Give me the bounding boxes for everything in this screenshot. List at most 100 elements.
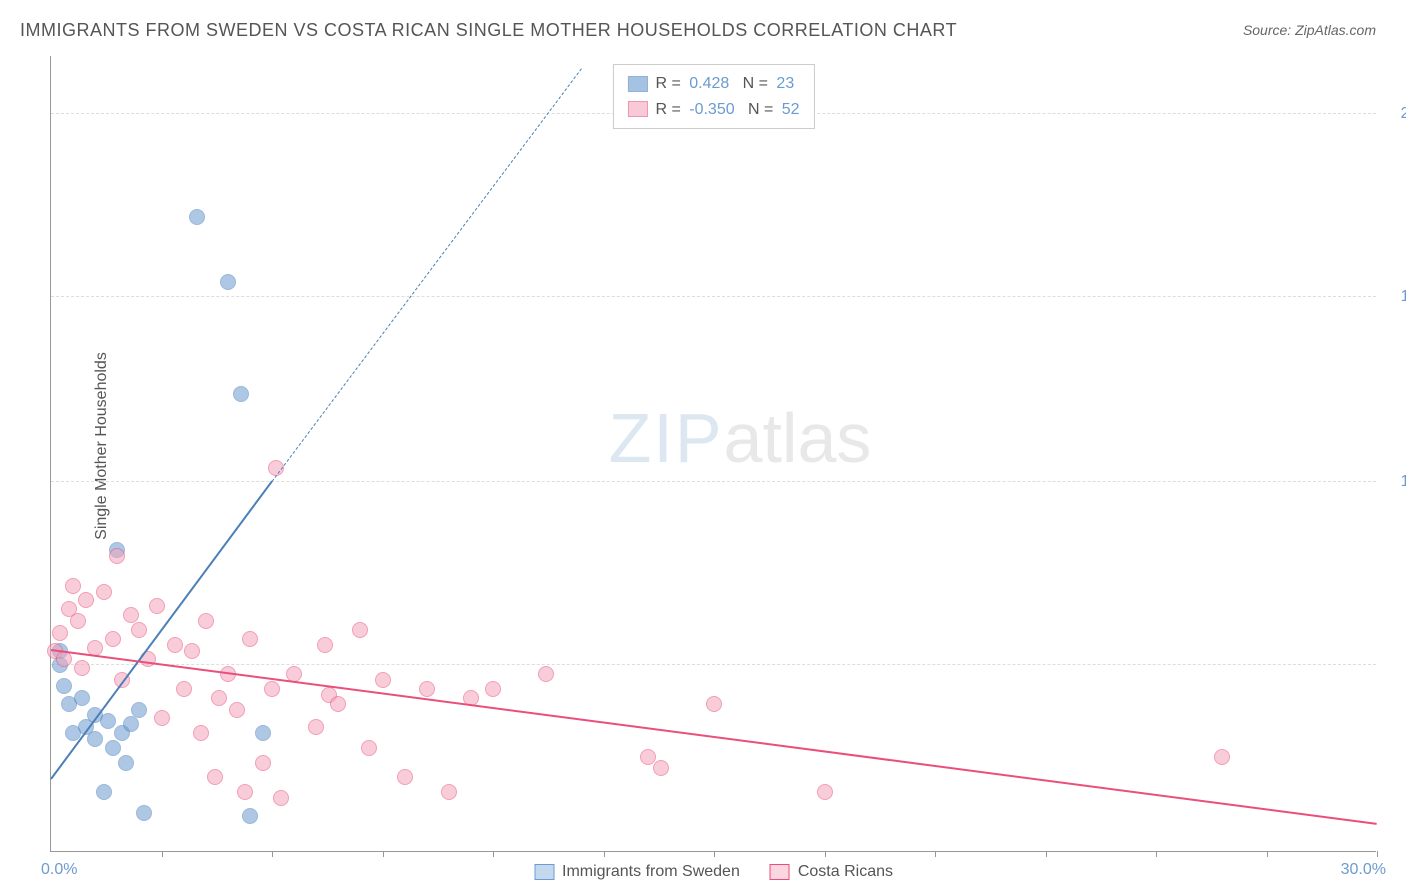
scatter-point xyxy=(242,631,258,647)
x-tick xyxy=(935,851,936,857)
x-tick xyxy=(825,851,826,857)
y-tick-label: 12.5% xyxy=(1386,473,1406,491)
watermark-atlas: atlas xyxy=(724,399,872,477)
scatter-point xyxy=(154,710,170,726)
legend-swatch xyxy=(534,864,554,880)
y-tick-label: 6.3% xyxy=(1386,656,1406,674)
scatter-point xyxy=(74,690,90,706)
scatter-point xyxy=(441,784,457,800)
x-tick xyxy=(714,851,715,857)
gridline xyxy=(51,296,1376,297)
scatter-point xyxy=(1214,749,1230,765)
scatter-point xyxy=(167,637,183,653)
scatter-point xyxy=(419,681,435,697)
scatter-point xyxy=(273,790,289,806)
scatter-point xyxy=(308,719,324,735)
trend-line xyxy=(50,481,273,780)
scatter-point xyxy=(123,607,139,623)
correlation-legend: R = 0.428 N = 23R = -0.350 N = 52 xyxy=(612,64,814,129)
scatter-point xyxy=(56,678,72,694)
scatter-point xyxy=(242,808,258,824)
x-tick xyxy=(272,851,273,857)
scatter-point xyxy=(397,769,413,785)
scatter-point xyxy=(361,740,377,756)
scatter-point xyxy=(640,749,656,765)
scatter-point xyxy=(131,702,147,718)
scatter-point xyxy=(109,548,125,564)
scatter-point xyxy=(198,613,214,629)
legend-swatch xyxy=(627,101,647,117)
scatter-point xyxy=(237,784,253,800)
scatter-point xyxy=(193,725,209,741)
legend-swatch xyxy=(627,76,647,92)
legend-item: Immigrants from Sweden xyxy=(534,863,740,881)
scatter-chart: ZIPatlas 6.3%12.5%18.8%25.0%0.0%30.0%R =… xyxy=(50,56,1376,852)
x-tick xyxy=(604,851,605,857)
gridline xyxy=(51,664,1376,665)
scatter-point xyxy=(255,725,271,741)
scatter-point xyxy=(220,274,236,290)
scatter-point xyxy=(149,598,165,614)
scatter-point xyxy=(207,769,223,785)
legend-r-label: R = 0.428 N = 23 xyxy=(655,71,794,97)
scatter-point xyxy=(105,631,121,647)
scatter-point xyxy=(211,690,227,706)
scatter-point xyxy=(136,805,152,821)
y-tick-label: 25.0% xyxy=(1386,105,1406,123)
legend-swatch xyxy=(770,864,790,880)
legend-row: R = -0.350 N = 52 xyxy=(627,97,799,123)
scatter-point xyxy=(653,760,669,776)
scatter-point xyxy=(96,584,112,600)
series-legend: Immigrants from Sweden Costa Ricans xyxy=(534,863,893,881)
x-tick xyxy=(1156,851,1157,857)
y-tick-label: 18.8% xyxy=(1386,288,1406,306)
scatter-point xyxy=(255,755,271,771)
scatter-point xyxy=(78,592,94,608)
scatter-point xyxy=(538,666,554,682)
scatter-point xyxy=(65,578,81,594)
scatter-point xyxy=(229,702,245,718)
scatter-point xyxy=(123,716,139,732)
scatter-point xyxy=(100,713,116,729)
legend-row: R = 0.428 N = 23 xyxy=(627,71,799,97)
scatter-point xyxy=(131,622,147,638)
x-tick xyxy=(1046,851,1047,857)
scatter-point xyxy=(74,660,90,676)
x-tick xyxy=(1377,851,1378,857)
scatter-point xyxy=(330,696,346,712)
gridline xyxy=(51,481,1376,482)
watermark: ZIPatlas xyxy=(609,398,872,478)
trend-line-dashed xyxy=(272,69,582,482)
scatter-point xyxy=(118,755,134,771)
scatter-point xyxy=(96,784,112,800)
scatter-point xyxy=(52,625,68,641)
chart-title: IMMIGRANTS FROM SWEDEN VS COSTA RICAN SI… xyxy=(20,20,957,41)
scatter-point xyxy=(317,637,333,653)
scatter-point xyxy=(105,740,121,756)
scatter-point xyxy=(817,784,833,800)
scatter-point xyxy=(706,696,722,712)
legend-label: Immigrants from Sweden xyxy=(562,863,740,881)
scatter-point xyxy=(87,731,103,747)
scatter-point xyxy=(352,622,368,638)
x-tick xyxy=(1267,851,1268,857)
x-min-label: 0.0% xyxy=(41,861,77,879)
x-tick xyxy=(493,851,494,857)
x-tick xyxy=(162,851,163,857)
watermark-zip: ZIP xyxy=(609,399,724,477)
x-max-label: 30.0% xyxy=(1341,861,1386,879)
scatter-point xyxy=(184,643,200,659)
scatter-point xyxy=(56,651,72,667)
scatter-point xyxy=(70,613,86,629)
scatter-point xyxy=(485,681,501,697)
legend-item: Costa Ricans xyxy=(770,863,893,881)
scatter-point xyxy=(233,386,249,402)
legend-label: Costa Ricans xyxy=(798,863,893,881)
legend-r-label: R = -0.350 N = 52 xyxy=(655,97,799,123)
scatter-point xyxy=(264,681,280,697)
x-tick xyxy=(383,851,384,857)
scatter-point xyxy=(176,681,192,697)
scatter-point xyxy=(189,209,205,225)
source-attribution: Source: ZipAtlas.com xyxy=(1243,22,1376,38)
scatter-point xyxy=(375,672,391,688)
